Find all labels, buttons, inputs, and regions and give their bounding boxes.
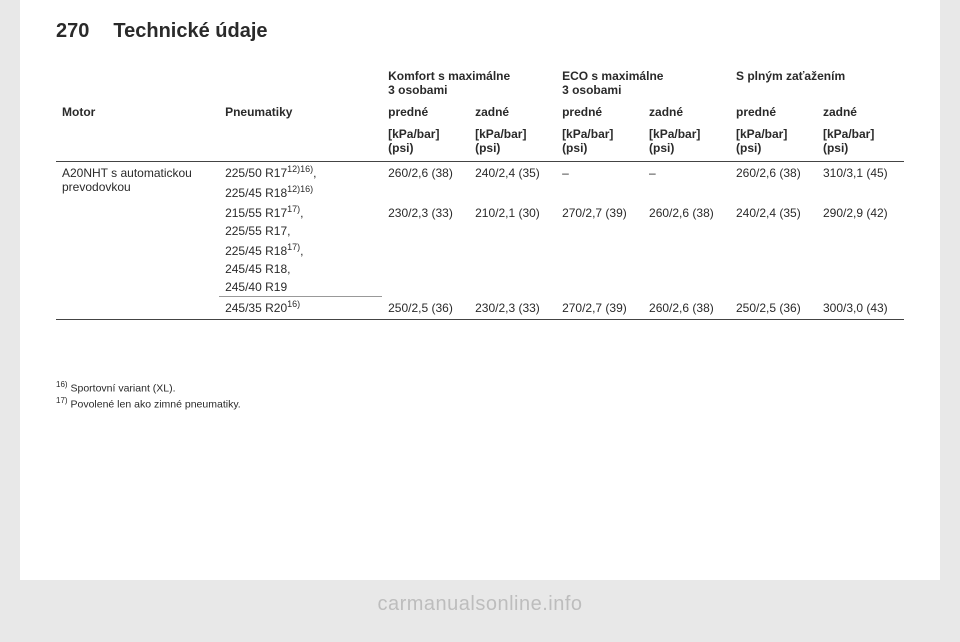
value-cell: 230/2,3 (33) xyxy=(469,297,556,320)
value-cell: 260/2,6 (38) xyxy=(643,202,730,297)
value-cell: 270/2,7 (39) xyxy=(556,297,643,320)
value-cell: 250/2,5 (36) xyxy=(730,297,817,320)
col-unit: [kPa/bar] (psi) xyxy=(382,123,469,162)
col-front: predné xyxy=(382,101,469,123)
tyre-cell: 245/35 R2016) xyxy=(219,297,382,320)
col-unit: [kPa/bar] (psi) xyxy=(730,123,817,162)
tyre-cell: 225/50 R1712)16), xyxy=(219,162,382,183)
value-cell: 310/3,1 (45) xyxy=(817,162,904,203)
tyre-cell: 225/45 R1812)16) xyxy=(219,182,382,202)
value-cell: 230/2,3 (33) xyxy=(382,202,469,297)
tyre-cell: 225/55 R17, xyxy=(219,222,382,240)
col-group-full: S plným zaťažením xyxy=(730,61,904,101)
motor-cell: A20NHT s automatic­kou prevodovkou xyxy=(56,162,219,203)
col-tyres: Pneumatiky xyxy=(219,101,382,123)
col-unit: [kPa/bar] (psi) xyxy=(817,123,904,162)
watermark: carmanualsonline.info xyxy=(0,593,960,616)
page-title: Technické údaje xyxy=(113,20,267,43)
motor-cell xyxy=(56,202,219,297)
tyre-pressure-table: Komfort s maximálne 3 osobami ECO s maxi… xyxy=(56,61,904,320)
col-unit: [kPa/bar] (psi) xyxy=(643,123,730,162)
col-rear: zadné xyxy=(469,101,556,123)
page-number: 270 xyxy=(56,20,89,43)
value-cell: 240/2,4 (35) xyxy=(730,202,817,297)
col-rear: zadné xyxy=(643,101,730,123)
value-cell: 210/2,1 (30) xyxy=(469,202,556,297)
value-cell: 250/2,5 (36) xyxy=(382,297,469,320)
col-group-eco: ECO s maximálne 3 osobami xyxy=(556,61,730,101)
col-rear: zadné xyxy=(817,101,904,123)
value-cell: 300/3,0 (43) xyxy=(817,297,904,320)
footnotes: 16) Sportovní variant (XL).17) Povolené … xyxy=(56,380,904,411)
manual-page: 270 Technické údaje Komfort s maximálne … xyxy=(20,0,940,580)
col-front: predné xyxy=(730,101,817,123)
col-motor: Motor xyxy=(56,101,219,123)
tyre-cell: 225/45 R1817), xyxy=(219,240,382,260)
footnote: 16) Sportovní variant (XL). xyxy=(56,380,904,395)
col-group-comfort: Komfort s maximálne 3 osobami xyxy=(382,61,556,101)
col-unit: [kPa/bar] (psi) xyxy=(469,123,556,162)
value-cell: 260/2,6 (38) xyxy=(382,162,469,203)
value-cell: 260/2,6 (38) xyxy=(643,297,730,320)
tyre-cell: 245/45 R18, xyxy=(219,260,382,278)
col-front: predné xyxy=(556,101,643,123)
page-header: 270 Technické údaje xyxy=(56,20,904,43)
col-unit: [kPa/bar] (psi) xyxy=(556,123,643,162)
footnote: 17) Povolené len ako zimné pneumatiky. xyxy=(56,396,904,411)
motor-cell xyxy=(56,297,219,320)
value-cell: 270/2,7 (39) xyxy=(556,202,643,297)
value-cell: – xyxy=(643,162,730,203)
tyre-cell: 245/40 R19 xyxy=(219,278,382,297)
tyre-cell: 215/55 R1717), xyxy=(219,202,382,222)
value-cell: 260/2,6 (38) xyxy=(730,162,817,203)
value-cell: 240/2,4 (35) xyxy=(469,162,556,203)
value-cell: 290/2,9 (42) xyxy=(817,202,904,297)
value-cell: – xyxy=(556,162,643,203)
